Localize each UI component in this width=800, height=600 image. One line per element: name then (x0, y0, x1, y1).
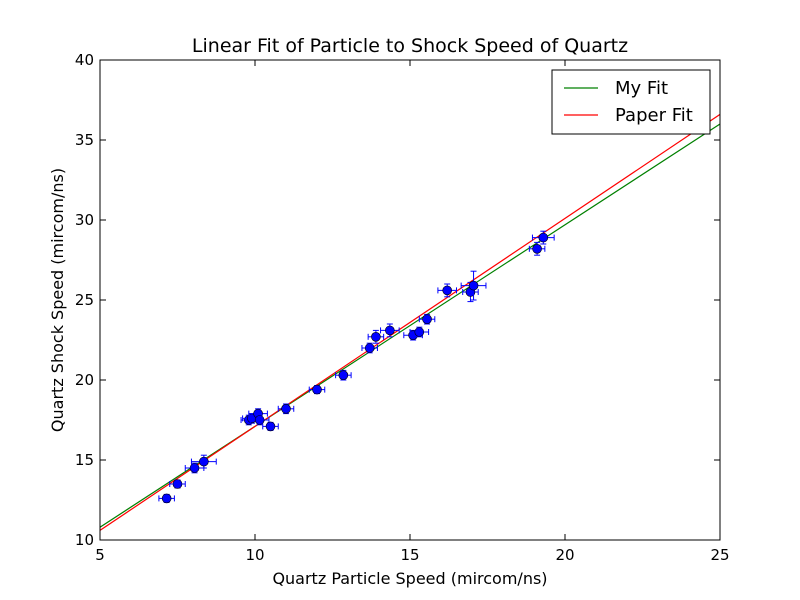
y-tick-label: 10 (75, 531, 94, 549)
data-marker (414, 327, 425, 337)
data-marker (422, 314, 432, 325)
data-marker (312, 384, 322, 395)
data-point (169, 479, 186, 489)
legend-box (551, 69, 711, 135)
data-point (308, 384, 326, 395)
data-point (262, 421, 279, 432)
data-marker (385, 325, 395, 336)
data-point (158, 493, 175, 504)
data-point (335, 369, 352, 381)
data-marker (254, 415, 265, 425)
x-tick-label: 20 (555, 546, 574, 564)
data-point (184, 462, 205, 474)
data-marker (538, 232, 549, 243)
data-point (528, 241, 546, 256)
data-point (531, 230, 555, 245)
data-marker (199, 456, 209, 467)
data-marker (532, 244, 542, 254)
data-point (409, 326, 430, 338)
data-point (277, 403, 295, 415)
y-tick-label: 40 (75, 51, 94, 69)
y-tick-label: 20 (75, 371, 94, 389)
x-tick-label: 10 (245, 546, 264, 564)
data-marker (161, 493, 172, 504)
y-tick-label: 35 (75, 131, 94, 149)
x-tick-label: 25 (710, 546, 729, 564)
y-tick-label: 25 (75, 291, 94, 309)
data-marker (468, 280, 479, 291)
data-point (418, 313, 436, 325)
data-marker (442, 285, 453, 296)
data-point (460, 270, 487, 301)
data-point (361, 342, 378, 354)
data-point (190, 454, 217, 469)
x-tick-label: 5 (95, 546, 105, 564)
y-axis-label: Quartz Shock Speed (mircom/ns) (48, 168, 67, 432)
legend: My Fit Paper Fit (551, 69, 711, 135)
data-marker (189, 463, 200, 473)
x-tick-label: 15 (400, 546, 419, 564)
data-marker (281, 403, 291, 414)
data-point (437, 283, 457, 298)
chart-title: Linear Fit of Particle to Shock Speed of… (192, 35, 628, 57)
data-point (380, 323, 400, 338)
data-marker (172, 479, 183, 489)
y-tick-label: 15 (75, 451, 94, 469)
data-marker (265, 421, 276, 432)
y-tick-label: 30 (75, 211, 94, 229)
data-point (367, 329, 385, 344)
legend-entry: Paper Fit (615, 105, 693, 126)
data-marker (364, 343, 375, 353)
legend-entry: My Fit (615, 78, 668, 99)
plot-area (100, 113, 720, 531)
x-axis-label: Quartz Particle Speed (mircom/ns) (272, 569, 547, 588)
data-marker (338, 370, 349, 381)
data-marker (371, 331, 381, 342)
